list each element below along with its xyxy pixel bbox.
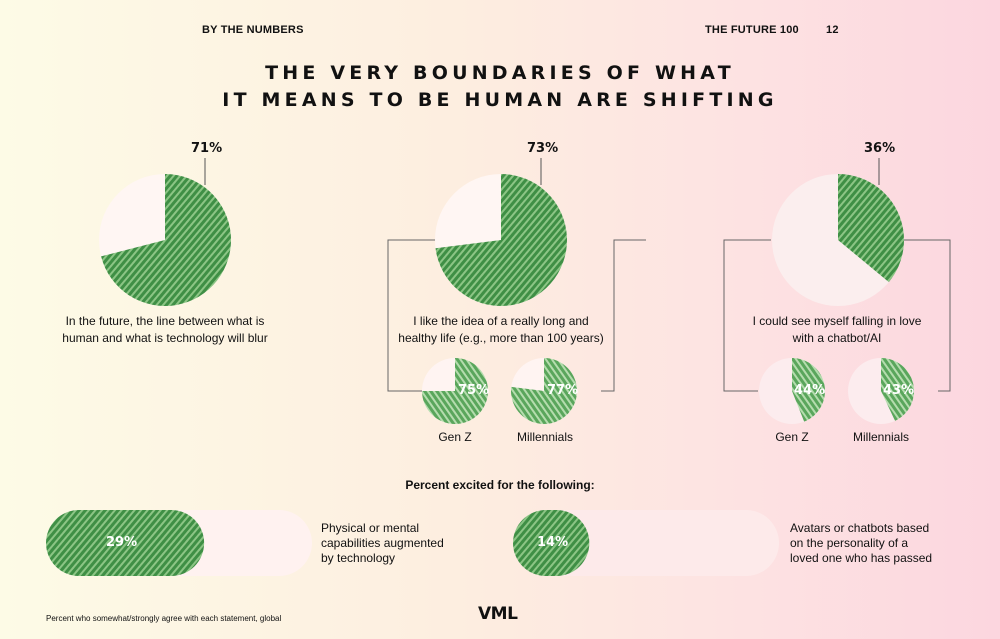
pie-2-millennials-value: 77% <box>547 383 579 398</box>
bar-augmented-label: Physical or mental capabilities augmente… <box>321 521 444 566</box>
pie-3-genz-label: Gen Z <box>775 430 809 444</box>
bar-augmented-value: 29% <box>106 535 138 550</box>
statement-3: I could see myself falling in love with … <box>722 313 952 347</box>
bar-avatars-value: 14% <box>537 535 569 550</box>
pie-3-slice <box>838 174 904 283</box>
pie-2-genz-label: Gen Z <box>438 430 472 444</box>
bar-avatars-label-line-2: on the personality of a <box>790 536 909 550</box>
pie-2-value-label: 73% <box>527 141 559 156</box>
pie-2-slice <box>435 174 567 306</box>
bar-augmented <box>46 510 312 576</box>
bar-augmented-label-line-1: Physical or mental <box>321 521 420 535</box>
pie-3-genz-value: 44% <box>794 383 826 398</box>
pie-3-genz <box>759 358 825 424</box>
statement-3-line-1: I could see myself falling in love <box>752 314 922 328</box>
pie-2-genz-slice <box>422 358 488 424</box>
pie-2-millennials <box>510 358 577 424</box>
bar-augmented-label-line-3: by technology <box>321 551 396 565</box>
pie-2-genz-value: 75% <box>458 383 490 398</box>
pie-3-value-label: 36% <box>864 141 896 156</box>
bar-avatars-fill <box>513 510 590 576</box>
pie-2-genz <box>422 358 488 424</box>
bracket-right-3 <box>904 239 951 392</box>
pie-1-value-label: 71% <box>191 141 223 156</box>
bracket-right-2 <box>601 239 646 392</box>
statement-2-line-2: healthy life (e.g., more than 100 years) <box>398 331 604 345</box>
page-number: 12 <box>826 24 839 36</box>
statement-1: In the future, the line between what is … <box>50 313 280 347</box>
statement-3-line-2: with a chatbot/AI <box>792 331 882 345</box>
title-line-1: THE VERY BOUNDARIES OF WHAT <box>265 62 735 84</box>
page-title: THE VERY BOUNDARIES OF WHAT IT MEANS TO … <box>0 60 1000 114</box>
title-line-2: IT MEANS TO BE HUMAN ARE SHIFTING <box>222 89 778 111</box>
section-label: BY THE NUMBERS <box>202 24 304 36</box>
pie-2-millennials-label: Millennials <box>516 430 574 444</box>
pie-3-millennials <box>848 358 915 424</box>
bar-avatars <box>513 510 779 576</box>
pie-3-millennials-slice <box>881 358 915 421</box>
bar-avatars-label-line-3: loved one who has passed <box>790 551 933 565</box>
excited-heading: Percent excited for the following: <box>405 478 595 492</box>
statement-1-line-2: human and what is technology will blur <box>62 331 268 345</box>
pie-3-millennials-label: Millennials <box>852 430 910 444</box>
pie-3-genz-slice <box>792 358 825 422</box>
pie-3-millennials-value: 43% <box>883 383 915 398</box>
pie-chart-1 <box>99 174 231 307</box>
pie-1-slice <box>101 174 231 307</box>
bracket-left-3 <box>723 239 771 392</box>
pie-2-millennials-slice <box>510 358 577 424</box>
statement-2-line-1: I like the idea of a really long and <box>413 314 589 328</box>
bar-augmented-fill <box>46 510 205 576</box>
statement-2: I like the idea of a really long and hea… <box>386 313 616 347</box>
bracket-left-2 <box>387 239 436 392</box>
bar-avatars-label: Avatars or chatbots based on the persona… <box>790 521 932 566</box>
vml-logo: VML <box>478 604 518 624</box>
bar-avatars-label-line-1: Avatars or chatbots based <box>790 521 930 535</box>
report-name: THE FUTURE 100 <box>705 24 799 36</box>
footnote: Percent who somewhat/strongly agree with… <box>46 614 282 623</box>
bar-augmented-label-line-2: capabilities augmented <box>321 536 444 550</box>
statement-1-line-1: In the future, the line between what is <box>65 314 265 328</box>
pie-chart-2 <box>435 174 567 306</box>
pie-chart-3 <box>772 174 904 306</box>
